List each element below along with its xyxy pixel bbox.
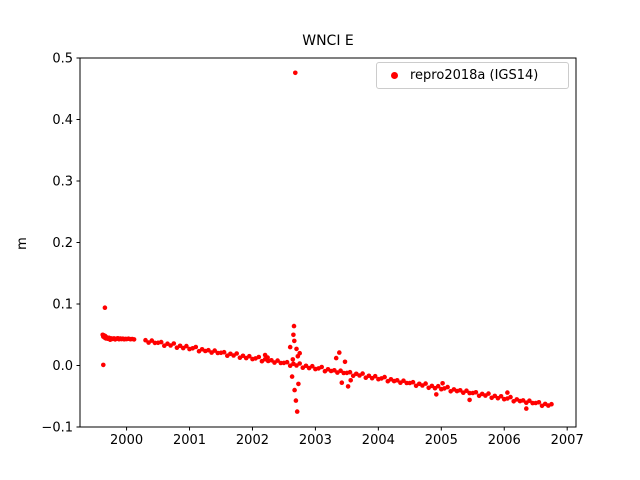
data-point [337,350,342,355]
data-point [348,378,354,383]
data-point [486,391,491,396]
x-tick-label: 2002 [236,433,269,448]
data-point [464,388,469,394]
data-point [347,369,353,375]
data-point [498,394,504,399]
legend-label: repro2018a (IGS14) [410,68,539,83]
data-point [536,400,542,405]
data-point [345,384,351,389]
y-tick-label: 0.0 [52,359,73,374]
data-point [193,344,199,350]
plot-title: WNCI E [302,33,354,49]
data-point [297,361,303,366]
data-point [445,384,450,390]
data-point [508,394,513,400]
data-point [473,390,479,395]
data-point [101,362,106,368]
data-point [234,351,239,356]
data-point [240,353,246,359]
data-point [284,359,290,365]
data-point [143,337,148,343]
data-point [102,305,108,311]
data-point [435,383,441,389]
x-tick-label: 2004 [362,433,395,448]
data-point [457,388,463,393]
y-tick-label: 0.3 [52,175,73,190]
data-point [152,340,158,346]
data-point [505,390,510,395]
data-point [341,370,347,376]
data-point [342,359,348,365]
x-tick-label: 2006 [488,433,521,448]
y-tick-label: 0.2 [52,236,73,251]
data-point [382,374,387,380]
data-point [440,381,445,386]
data-point [333,355,339,361]
data-point [247,353,252,359]
data-point [212,348,217,353]
data-point [520,398,526,403]
x-tick-label: 2007 [551,433,584,448]
data-point [184,343,189,349]
x-tick-label: 2000 [110,433,143,448]
data-point [294,346,299,352]
data-point [290,357,296,362]
data-point [296,381,301,387]
data-point [294,409,300,414]
data-point [292,338,297,344]
data-point [467,390,472,396]
data-point [310,363,315,369]
data-point [549,401,554,407]
data-point [287,344,293,350]
data-point [293,398,299,403]
data-point [171,341,177,346]
data-point [289,374,295,379]
x-tick-label: 2001 [173,433,206,448]
data-point [297,350,303,356]
data-point [291,323,297,329]
x-tick-label: 2005 [425,433,458,448]
data-point [372,373,378,379]
y-tick-label: 0.1 [52,298,73,313]
data-point [275,358,280,363]
data-point [292,387,297,393]
axes-frame [79,57,577,428]
legend-marker-dot-icon [391,72,398,79]
data-point [527,398,532,404]
data-point [291,332,296,338]
data-point [524,406,529,411]
data-point [394,378,400,383]
data-point [423,381,428,386]
data-point [265,355,270,360]
y-tick-label: −0.1 [41,421,73,436]
data-point [339,380,345,386]
data-point [410,379,416,385]
data-point [256,354,262,360]
data-point [131,337,137,342]
legend: repro2018a (IGS14) [376,62,569,89]
y-tick-label: 0.4 [52,113,73,128]
x-tick-label: 2003 [299,433,332,448]
data-point [360,371,365,376]
data-point [434,392,439,397]
data-point [293,70,298,76]
data-point [206,347,211,353]
data-point [366,373,372,379]
y-tick-label: 0.5 [52,52,73,67]
data-point [319,364,325,370]
data-point [401,378,406,384]
data-point [221,349,227,355]
data-point [467,397,472,403]
data-point [158,339,164,345]
